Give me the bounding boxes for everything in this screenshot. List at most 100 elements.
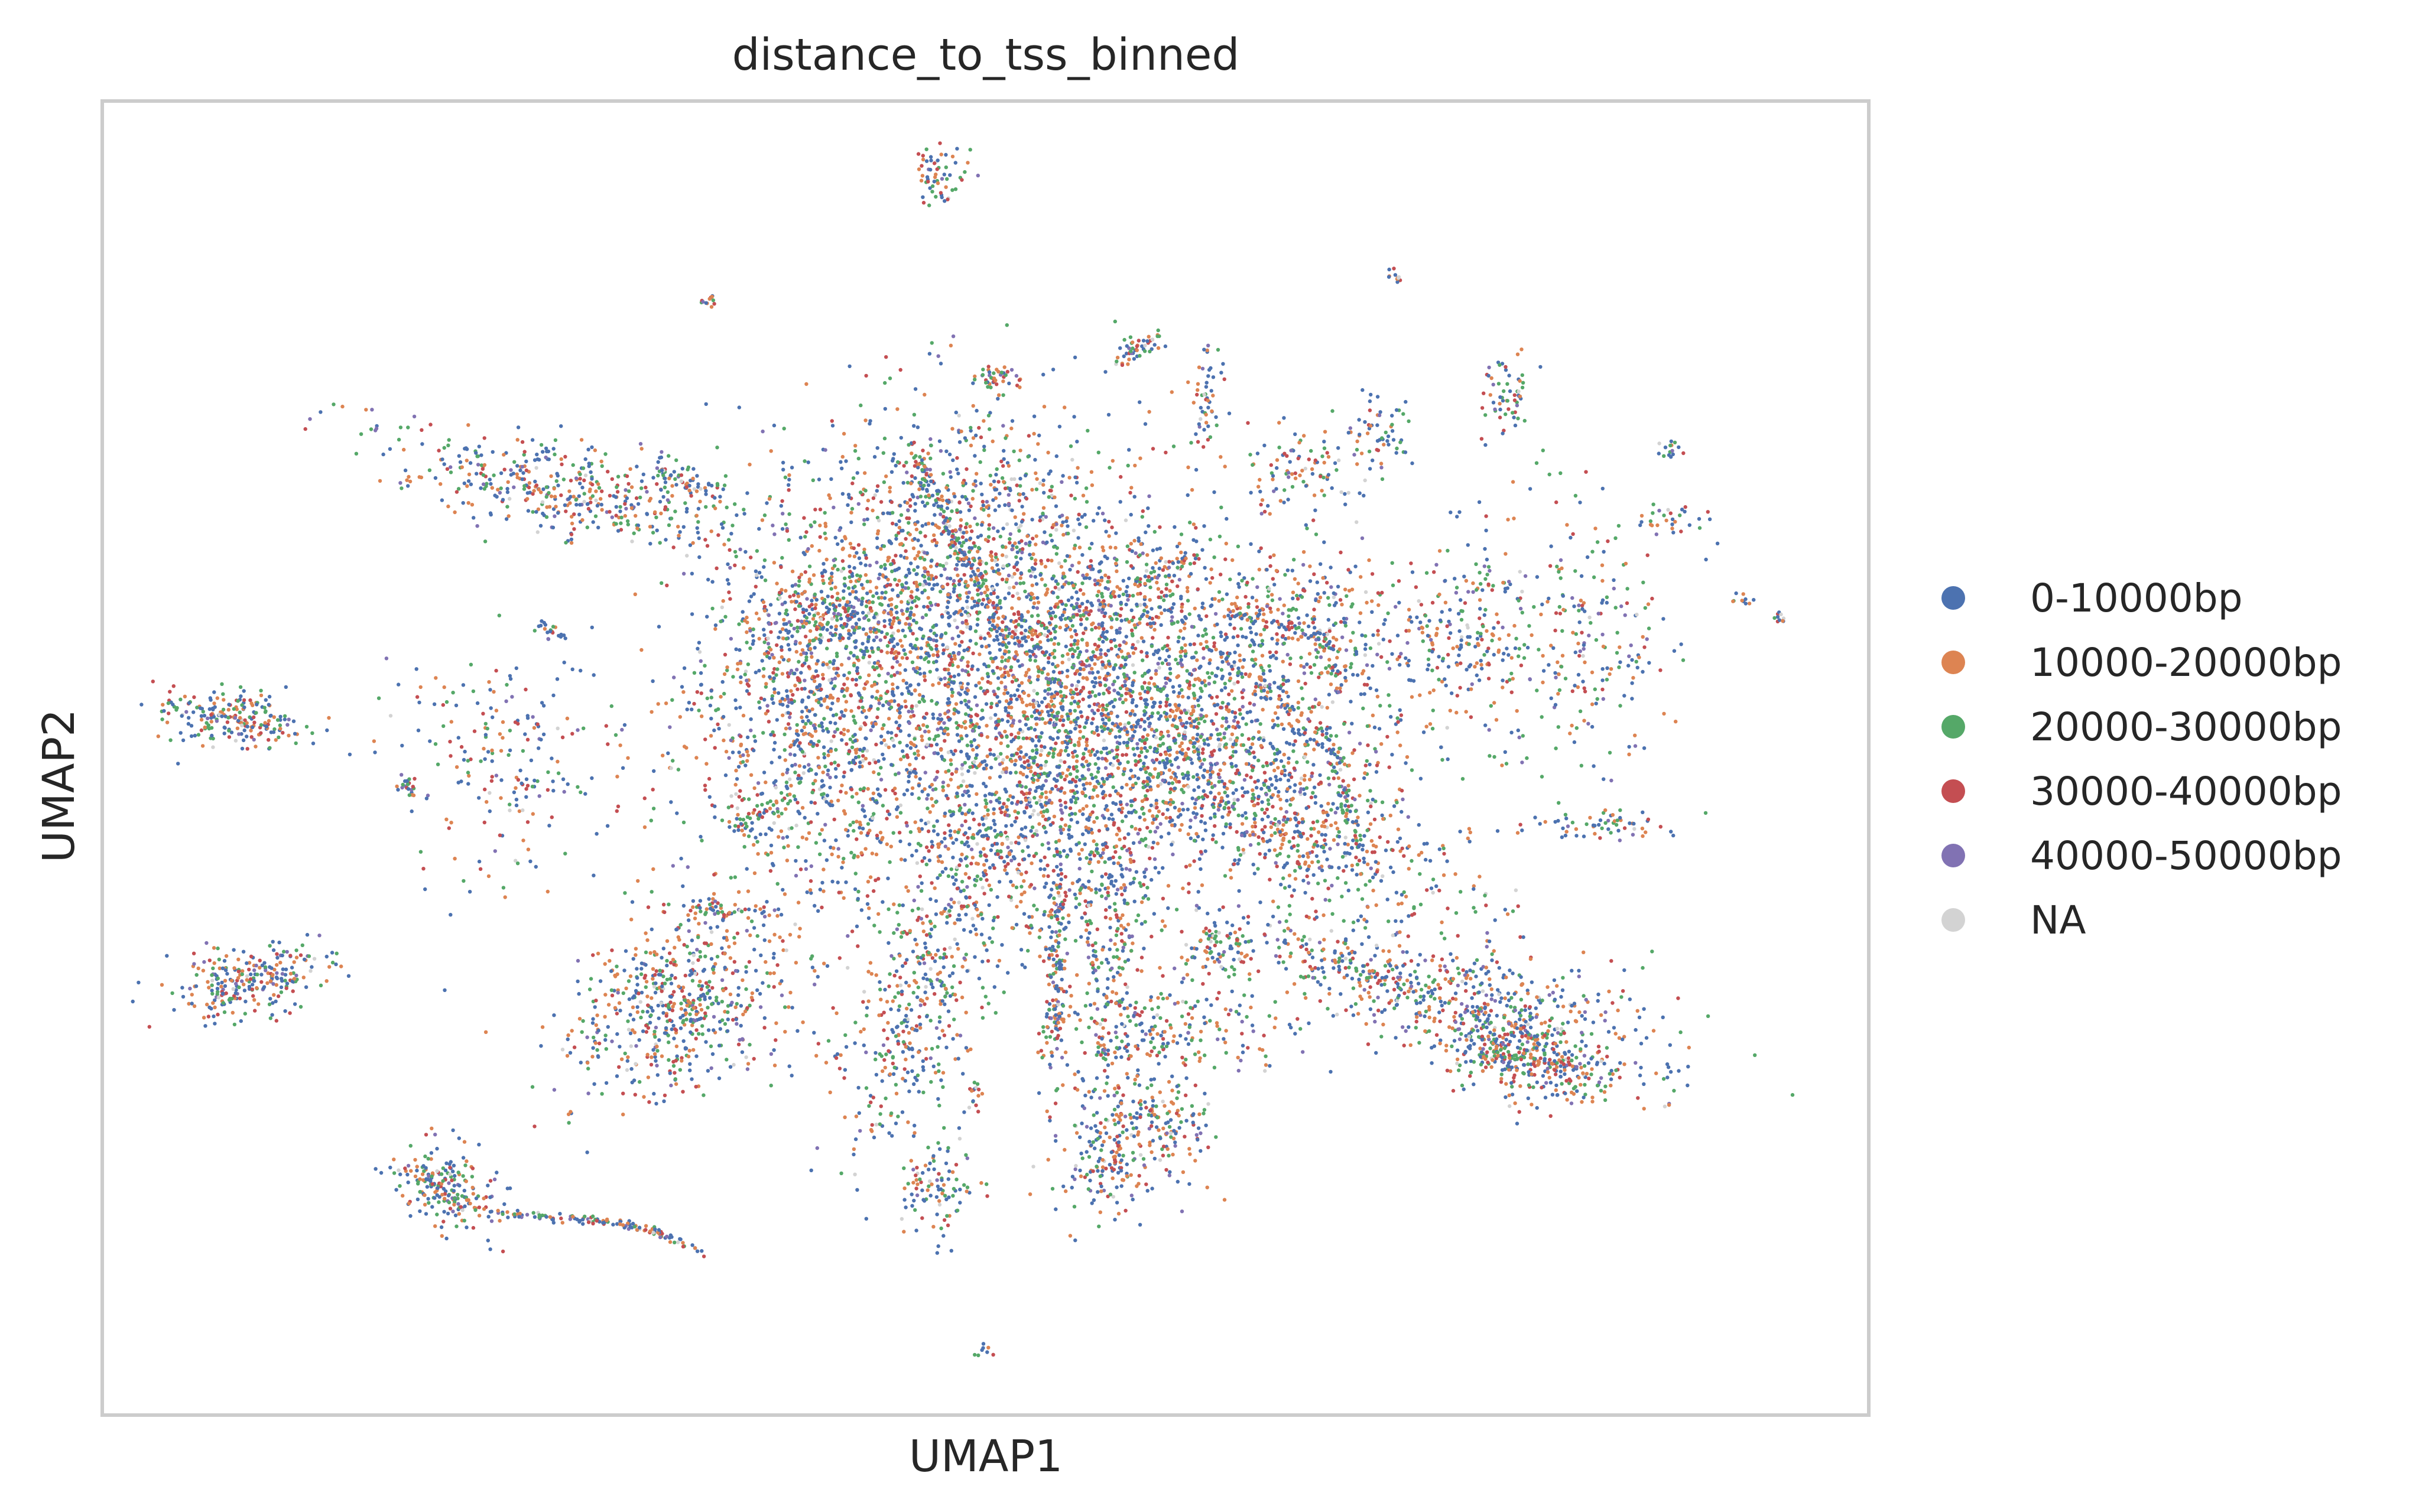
data-point [499,778,504,782]
data-point [1228,672,1232,676]
data-point [952,612,956,616]
data-point [855,471,859,475]
data-point [953,495,957,499]
data-point [212,701,216,705]
data-point [1407,607,1411,612]
data-point [1056,736,1060,740]
data-point [1282,451,1287,456]
data-point [1379,461,1384,466]
data-point [688,543,693,547]
data-point [976,549,980,554]
data-point [848,564,852,569]
data-point [542,620,546,625]
data-point [822,755,827,760]
data-point [252,720,256,725]
data-point [1039,559,1043,563]
data-point [1025,717,1030,721]
data-point [1007,381,1011,386]
data-point [901,678,905,683]
data-point [571,463,575,467]
data-point [1624,561,1628,566]
data-point [977,725,981,730]
data-point [1249,490,1253,495]
data-point [549,474,553,479]
data-point [881,900,885,904]
data-point [692,487,697,491]
data-point [1017,499,1022,503]
data-point [797,764,802,768]
data-point [1137,339,1141,343]
data-point [1443,600,1448,604]
data-point [1378,410,1382,414]
data-point [786,844,790,848]
data-point [849,510,853,515]
data-point [551,625,556,629]
data-point [889,731,894,735]
data-point [871,665,875,669]
data-point [618,743,622,747]
data-point [1381,638,1385,642]
data-point [418,850,423,854]
data-point [834,775,838,779]
data-point [1457,653,1461,658]
data-point [544,485,548,489]
data-point [1037,433,1041,438]
data-point [883,635,887,639]
data-point [1515,352,1520,356]
data-point [927,730,931,734]
data-point [1237,572,1241,576]
data-point [639,479,644,483]
data-point [919,544,923,548]
data-point [1517,646,1521,651]
data-point [397,437,401,442]
data-point [1075,754,1079,758]
data-point [663,508,667,512]
data-point [904,536,908,541]
data-point [1061,571,1066,575]
data-point [1376,633,1380,637]
data-point [655,482,659,486]
data-point [327,716,331,720]
data-point [369,427,374,431]
data-point [1600,632,1605,637]
data-point [844,828,848,832]
data-point [1446,665,1451,669]
data-point [1434,562,1439,567]
data-point [1486,677,1491,681]
data-point [1009,368,1014,372]
data-point [953,161,958,165]
data-point [913,502,917,506]
data-point [882,738,887,743]
data-point [882,624,887,629]
data-point [772,532,777,536]
data-point [697,650,702,654]
data-point [795,687,800,691]
data-point [927,577,931,581]
data-point [1541,669,1546,673]
data-point [738,547,742,551]
data-point [1430,649,1434,654]
data-point [948,173,952,177]
data-point [1151,566,1155,570]
data-point [1449,631,1453,635]
data-point [709,529,713,534]
data-point [1551,646,1556,651]
data-point [264,698,268,702]
data-point [1103,518,1107,522]
data-point [1035,678,1040,682]
data-point [926,451,930,456]
data-point [658,499,663,504]
data-point [739,675,743,679]
data-point [899,857,904,861]
data-point [823,822,827,827]
data-point [905,556,909,560]
data-point [574,503,579,507]
data-point [698,899,703,903]
data-point [833,535,837,540]
data-point [1547,596,1551,601]
data-point [681,571,686,576]
data-point [966,705,970,709]
data-point [772,821,777,825]
data-point [1194,539,1199,544]
data-point [1293,476,1298,480]
